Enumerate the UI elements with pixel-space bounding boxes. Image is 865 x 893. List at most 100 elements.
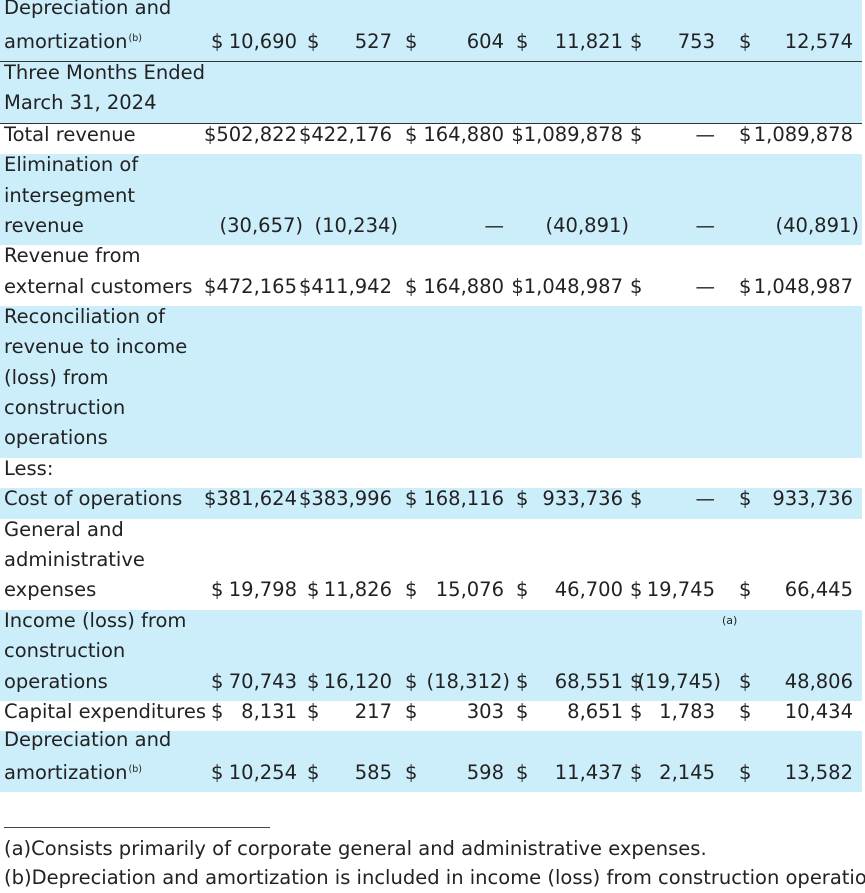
currency-symbol: $: [630, 487, 643, 511]
currency-symbol: $: [630, 274, 643, 298]
value-cell: 933,736: [772, 487, 853, 511]
row-label-line: March 31, 2024: [4, 91, 157, 115]
row-label: Elimination of intersegment revenue: [4, 150, 138, 241]
row-label-line: Revenue from: [4, 244, 141, 268]
value-cell: 11,821: [554, 29, 623, 53]
row-label-line: Cost of operations: [4, 487, 183, 511]
value-cell: —: [484, 213, 505, 237]
footnote-a: (a)Consists primarily of corporate gener…: [4, 837, 707, 860]
row-label-line: (loss) from: [4, 365, 109, 389]
currency-symbol: $: [405, 487, 418, 511]
value-cell: 8,131: [241, 700, 297, 724]
row-label-line: amortization(b): [4, 29, 142, 53]
value-cell: (40,891): [545, 213, 629, 237]
table-row: Reconciliation of revenue to income (loss)…: [0, 305, 862, 458]
currency-symbol: $: [211, 700, 224, 724]
currency-symbol: $: [307, 760, 320, 784]
value-cell: 13,582: [784, 760, 853, 784]
value-cell: $381,624: [203, 487, 297, 511]
row-label-line: Total revenue: [4, 122, 136, 146]
currency-symbol: $: [739, 29, 752, 53]
currency-symbol: $: [739, 760, 752, 784]
value-cell: $1,089,878: [511, 122, 623, 146]
row-label-line: operations: [4, 426, 108, 450]
table-row: Depreciation and amortization(b) $10,690 $5…: [0, 0, 862, 61]
footnote-ref: (b): [128, 763, 142, 775]
row-label-line: Reconciliation of: [4, 305, 165, 329]
segment-table: Depreciation and amortization(b) $10,690 $5…: [0, 0, 862, 793]
value-cell: —: [695, 274, 716, 298]
value-cell: 1,048,987: [753, 274, 853, 298]
currency-symbol: $: [211, 669, 224, 693]
currency-symbol: $: [405, 669, 418, 693]
row-label: Cost of operations: [4, 484, 182, 514]
row-label: Less:: [4, 454, 53, 484]
currency-symbol: $: [405, 274, 418, 298]
value-cell: 933,736: [542, 487, 623, 511]
row-label-line: Elimination of: [4, 153, 139, 177]
currency-symbol: $: [307, 29, 320, 53]
row-label: Depreciation and amortization(b): [4, 725, 171, 789]
currency-symbol: $: [516, 669, 529, 693]
value-cell: 19,745: [646, 578, 715, 602]
row-label: Reconciliation of revenue to income (loss)…: [4, 302, 187, 453]
currency-symbol: $: [630, 122, 643, 146]
currency-symbol: $: [630, 700, 643, 724]
row-label-line: Capital expenditures: [4, 700, 207, 724]
row-label: Depreciation and amortization(b): [4, 0, 171, 57]
currency-symbol: $: [307, 700, 320, 724]
row-label-line: Income (loss) from: [4, 608, 187, 632]
value-cell: 303: [466, 700, 504, 724]
row-label-line: expenses: [4, 578, 97, 602]
table-row: Elimination of intersegment revenue (30,657…: [0, 153, 862, 246]
currency-symbol: $: [516, 29, 529, 53]
currency-symbol: $: [630, 760, 643, 784]
currency-symbol: $: [739, 274, 752, 298]
value-cell: 168,116: [423, 487, 504, 511]
footnote-ref: (b): [128, 32, 142, 44]
footnote-ref: (a): [722, 613, 738, 627]
value-cell: (18,312): [426, 669, 510, 693]
currency-symbol: $: [630, 29, 643, 53]
row-label-line: operations: [4, 669, 108, 693]
row-label: Income (loss) from construction operations: [4, 606, 186, 697]
table-row: Cost of operations $381,624 $383,996 $168,1…: [0, 487, 862, 519]
value-cell: 11,826: [323, 578, 392, 602]
row-label-line: intersegment: [4, 183, 135, 207]
table-row: Depreciation and amortization(b) $10,254 $5…: [0, 728, 862, 793]
value-cell: 70,743: [228, 669, 297, 693]
value-cell: 2,145: [659, 760, 715, 784]
row-label: Three Months Ended March 31, 2024: [4, 58, 205, 119]
value-cell: 1,089,878: [753, 122, 853, 146]
value-cell: —: [695, 213, 716, 237]
currency-symbol: $: [739, 700, 752, 724]
table-row: Less:: [0, 457, 862, 489]
value-cell: —: [695, 487, 716, 511]
value-cell: 68,551: [554, 669, 623, 693]
table-row: Capital expenditures $8,131 $217 $303 $8,651…: [0, 700, 862, 732]
currency-symbol: $: [739, 122, 752, 146]
value-cell: $422,176: [298, 122, 392, 146]
value-cell: 1,783: [659, 700, 715, 724]
value-cell: 585: [354, 760, 392, 784]
value-cell: $502,822: [203, 122, 297, 146]
currency-symbol: $: [516, 578, 529, 602]
value-cell: $411,942: [298, 274, 392, 298]
value-cell: 12,574: [784, 29, 853, 53]
value-cell: —: [695, 122, 716, 146]
value-cell: $472,165: [203, 274, 297, 298]
value-cell: 8,651: [567, 700, 623, 724]
row-label-line: Depreciation and: [4, 0, 172, 20]
currency-symbol: $: [630, 669, 643, 693]
currency-symbol: $: [211, 29, 224, 53]
row-label: Revenue from external customers: [4, 241, 192, 302]
row-label-line: revenue to income: [4, 335, 188, 359]
table-row: Three Months Ended March 31, 2024: [0, 58, 862, 123]
table-row: Total revenue $502,822 $422,176 $164,880 $1,…: [0, 120, 862, 155]
row-label-line: external customers: [4, 274, 193, 298]
value-cell: 753: [677, 29, 715, 53]
value-cell: (40,891): [775, 213, 859, 237]
value-cell: 46,700: [554, 578, 623, 602]
row-label: Total revenue: [4, 120, 136, 150]
value-cell: (30,657): [219, 213, 303, 237]
